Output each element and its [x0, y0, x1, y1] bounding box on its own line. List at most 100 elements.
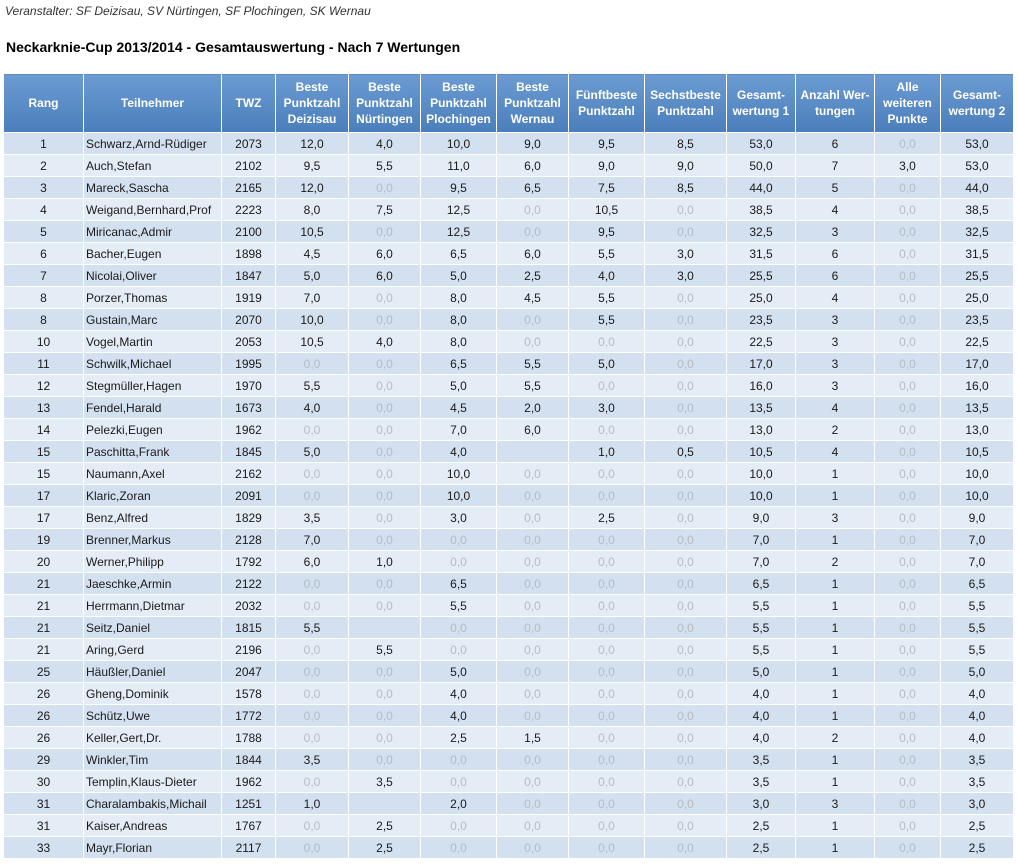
table-cell: 10,5: [568, 198, 645, 221]
table-cell: 0,0: [496, 594, 569, 617]
table-cell: 0,0: [874, 836, 941, 859]
table-row: 8 Porzer,Thomas 1919 7,0 0,0 8,0 4,5 5,5 0,0 25,0…: [3, 286, 1014, 309]
table-cell: 5,5: [348, 638, 421, 661]
table-cell: 3,5: [940, 748, 1014, 771]
table-cell: 26: [3, 726, 84, 749]
column-header: Beste Punktzahl Nürtingen: [348, 73, 421, 133]
table-cell: 0,0: [568, 330, 645, 353]
table-cell: 4: [795, 396, 875, 419]
table-cell: 0,0: [644, 330, 727, 353]
table-cell: 22,5: [726, 330, 796, 353]
table-cell: 1788: [221, 726, 276, 749]
table-cell: 0,0: [874, 638, 941, 661]
table-cell: 0,0: [874, 550, 941, 573]
table-cell: 4,0: [940, 682, 1014, 705]
table-cell: 33: [3, 836, 84, 859]
table-cell: 1995: [221, 352, 276, 375]
table-cell: 6,5: [420, 352, 497, 375]
table-cell: 0,0: [644, 704, 727, 727]
table-cell: 4,0: [420, 704, 497, 727]
table-cell: 9,0: [496, 132, 569, 155]
table-cell: 7,5: [348, 198, 421, 221]
table-cell: Stegmüller,Hagen: [83, 374, 222, 397]
table-cell: 31,5: [726, 242, 796, 265]
table-cell: 6,5: [420, 572, 497, 595]
table-cell: 4,0: [420, 440, 497, 463]
table-cell: 10,5: [726, 440, 796, 463]
table-cell: Klaric,Zoran: [83, 484, 222, 507]
table-cell: 3,5: [348, 770, 421, 793]
table-cell: 0,0: [644, 484, 727, 507]
column-header: Teilnehmer: [83, 73, 222, 133]
table-cell: 0,0: [644, 682, 727, 705]
table-cell: 0,0: [644, 594, 727, 617]
column-header: Anzahl Wer- tungen: [795, 73, 875, 133]
table-cell: 3: [795, 352, 875, 375]
table-cell: 26: [3, 704, 84, 727]
table-cell: 9,0: [568, 154, 645, 177]
table-cell: Pelezki,Eugen: [83, 418, 222, 441]
table-cell: 30: [3, 770, 84, 793]
table-cell: 5,0: [420, 660, 497, 683]
table-cell: 0,0: [568, 836, 645, 859]
table-cell: 0,0: [874, 462, 941, 485]
table-cell: 0,0: [275, 572, 349, 595]
table-cell: 6,0: [496, 242, 569, 265]
table-cell: 4,0: [726, 726, 796, 749]
table-cell: 3,0: [644, 242, 727, 265]
table-cell: 2,5: [348, 814, 421, 837]
table-row: 4 Weigand,Bernhard,Prof 2223 8,0 7,5 12,5 0,0 1…: [3, 198, 1014, 221]
table-cell: 5,5: [940, 638, 1014, 661]
table-cell: 23,5: [940, 308, 1014, 331]
table-cell: 0,0: [568, 616, 645, 639]
column-header: Beste Punktzahl Wernau: [496, 73, 569, 133]
table-cell: 0,0: [644, 308, 727, 331]
table-row: 29 Winkler,Tim 1844 3,5 0,0 0,0 0,0 0,0 0,0 3,5 1 0…: [3, 748, 1014, 771]
table-cell: 0,0: [874, 484, 941, 507]
table-cell: 0,0: [420, 616, 497, 639]
table-cell: 2053: [221, 330, 276, 353]
table-cell: 10,5: [275, 220, 349, 243]
table-cell: 0,0: [348, 726, 421, 749]
table-cell: 1: [795, 594, 875, 617]
table-cell: 0,0: [496, 308, 569, 331]
table-cell: 0,0: [496, 682, 569, 705]
table-cell: 7,0: [420, 418, 497, 441]
table-cell: 4,0: [275, 396, 349, 419]
table-cell: 0,0: [275, 770, 349, 793]
table-cell: 6: [795, 242, 875, 265]
table-cell: 1919: [221, 286, 276, 309]
table-cell: 0,0: [496, 572, 569, 595]
table-cell: 2070: [221, 308, 276, 331]
table-cell: 3,5: [275, 506, 349, 529]
table-cell: 0,0: [874, 814, 941, 837]
table-cell: 1: [795, 528, 875, 551]
table-cell: 1: [795, 660, 875, 683]
table-cell: 9,5: [275, 154, 349, 177]
table-cell: Weigand,Bernhard,Prof: [83, 198, 222, 221]
table-cell: 5,5: [275, 374, 349, 397]
table-cell: 19: [3, 528, 84, 551]
table-cell: 4,5: [496, 286, 569, 309]
table-cell: 10,0: [420, 462, 497, 485]
table-cell: 0,0: [568, 638, 645, 661]
table-cell: 0,0: [874, 330, 941, 353]
table-cell: 10,0: [275, 308, 349, 331]
table-cell: 0,0: [275, 660, 349, 683]
table-cell: 0,0: [496, 616, 569, 639]
table-cell: 0,0: [275, 594, 349, 617]
table-cell: 4,0: [348, 330, 421, 353]
table-cell: 0,0: [568, 572, 645, 595]
table-cell: 0,0: [496, 528, 569, 551]
table-cell: 2165: [221, 176, 276, 199]
table-cell: 38,5: [726, 198, 796, 221]
table-cell: 0,0: [644, 396, 727, 419]
table-cell: 3: [795, 220, 875, 243]
table-cell: 20: [3, 550, 84, 573]
table-cell: 7,0: [275, 528, 349, 551]
table-cell: 0,0: [644, 572, 727, 595]
table-cell: 1767: [221, 814, 276, 837]
table-row: 20 Werner,Philipp 1792 6,0 1,0 0,0 0,0 0,0 0,0 7,…: [3, 550, 1014, 573]
table-cell: 12,0: [275, 176, 349, 199]
table-cell: 0,0: [420, 550, 497, 573]
